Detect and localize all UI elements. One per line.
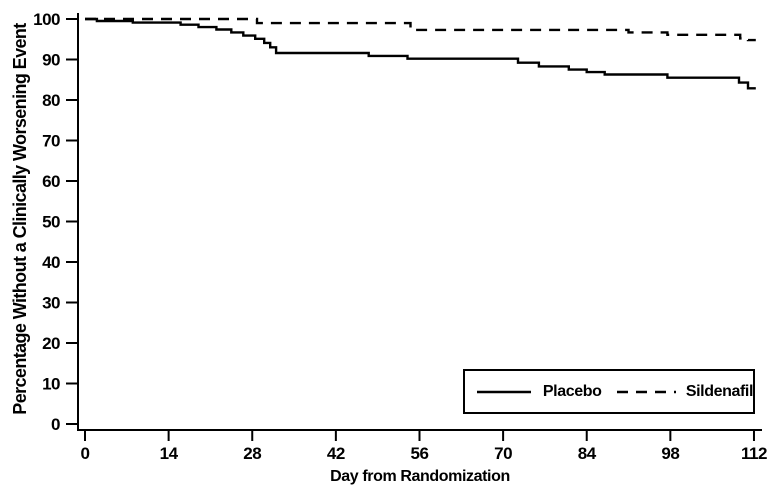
svg-text:10: 10 <box>42 375 60 394</box>
svg-text:80: 80 <box>42 91 60 110</box>
tick-labels: 0 10 20 30 40 50 60 70 80 90 100 0 14 28 42 56 70 84 98 112 <box>33 10 767 463</box>
svg-text:40: 40 <box>42 253 60 272</box>
legend-label-placebo: Placebo <box>542 382 602 400</box>
svg-text:56: 56 <box>411 444 429 463</box>
placebo-solid-line-sample <box>477 390 531 393</box>
legend-label-sildenafil: Sildenafil <box>685 382 754 400</box>
svg-text:112: 112 <box>741 444 767 463</box>
svg-text:42: 42 <box>327 444 345 463</box>
svg-text:20: 20 <box>42 334 60 353</box>
svg-text:84: 84 <box>578 444 597 463</box>
svg-text:70: 70 <box>494 444 512 463</box>
svg-text:0: 0 <box>81 444 90 463</box>
curve-placebo <box>85 17 756 90</box>
svg-text:98: 98 <box>661 444 679 463</box>
x-axis-title: Day from Randomization <box>330 468 510 485</box>
svg-text:90: 90 <box>42 51 60 70</box>
svg-text:28: 28 <box>243 444 261 463</box>
sildenafil-dashed-line-sample <box>617 390 676 393</box>
curve-sildenafil <box>85 17 756 42</box>
legend-box: Placebo Sildenafil <box>463 369 755 414</box>
svg-text:100: 100 <box>33 10 60 29</box>
survival-curves <box>85 17 756 90</box>
svg-text:70: 70 <box>42 132 60 151</box>
svg-text:14: 14 <box>160 444 179 463</box>
svg-text:60: 60 <box>42 172 60 191</box>
tick-marks <box>66 18 755 441</box>
svg-text:0: 0 <box>51 415 60 434</box>
svg-text:50: 50 <box>42 213 60 232</box>
svg-text:30: 30 <box>42 294 60 313</box>
